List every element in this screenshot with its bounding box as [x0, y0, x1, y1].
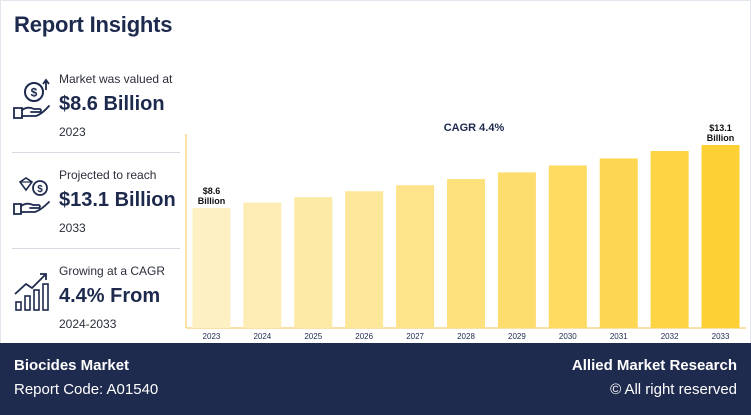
bar-data-label: $13.1 [709, 123, 732, 133]
bar-2033 [701, 145, 740, 328]
bar-2025 [294, 197, 333, 328]
x-tick-label: 2027 [406, 332, 424, 341]
stat-year: 2033 [59, 221, 86, 235]
footer-bar: Biocides Market Report Code: A01540 Alli… [0, 343, 751, 415]
stat-caption: Projected to reach [59, 168, 157, 182]
stat-cagr: Growing at a CAGR 4.4% From 2024-2033 [12, 258, 180, 338]
money-hand-icon: $ [13, 78, 50, 119]
svg-text:$: $ [31, 86, 38, 100]
stat-caption: Growing at a CAGR [59, 264, 166, 278]
bar-2023 [192, 207, 231, 328]
bar-2027 [396, 185, 435, 328]
bar-data-label: $8.6 [203, 186, 221, 196]
bar-2028 [447, 178, 485, 328]
bar-data-label: Billion [198, 196, 226, 206]
x-tick-label: 2029 [508, 332, 526, 341]
bar-2030 [548, 165, 587, 328]
x-tick-label: 2024 [253, 332, 271, 341]
diamond-hand-icon: $ [13, 177, 50, 215]
x-tick-label: 2030 [559, 332, 577, 341]
bar-2026 [345, 191, 384, 328]
x-tick-label: 2033 [712, 332, 730, 341]
svg-text:$: $ [37, 184, 43, 195]
stat-value: $8.6 Billion [59, 93, 165, 115]
bar-data-label: Billion [707, 133, 735, 143]
page-title: Report Insights [14, 12, 173, 37]
market-bar-chart: CAGR 4.4% 2023 2024 2025 2026 2027 2028 2029 203… [185, 122, 746, 341]
brand-name: Allied Market Research [571, 357, 737, 374]
market-name: Biocides Market [14, 357, 130, 374]
stat-caption: Market was valued at [59, 72, 173, 86]
x-tick-label: 2026 [355, 332, 373, 341]
stat-year: 2024-2033 [59, 317, 117, 331]
cagr-annotation: CAGR 4.4% [444, 122, 505, 134]
stat-year: 2023 [59, 125, 86, 139]
copyright: © All right reserved [610, 381, 737, 398]
report-code: Report Code: A01540 [14, 381, 159, 398]
x-tick-label: 2028 [457, 332, 475, 341]
stat-projected-value: $ Projected to reach $13.1 Billion 2033 [12, 162, 180, 242]
bar-2032 [650, 151, 689, 328]
stat-market-value: $ Market was valued at $8.6 Billion 2023 [12, 66, 180, 146]
x-tick-label: 2025 [304, 332, 322, 341]
x-tick-label: 2023 [203, 332, 221, 341]
stat-value: $13.1 Billion [59, 189, 176, 211]
x-tick-label: 2031 [610, 332, 628, 341]
bar-2031 [599, 158, 638, 328]
growth-chart-icon [14, 273, 49, 311]
x-tick-label: 2032 [661, 332, 679, 341]
divider [12, 152, 180, 153]
bar-2029 [497, 172, 536, 328]
divider [12, 248, 180, 249]
stat-value: 4.4% From [59, 285, 161, 307]
bar-2024 [243, 202, 282, 328]
